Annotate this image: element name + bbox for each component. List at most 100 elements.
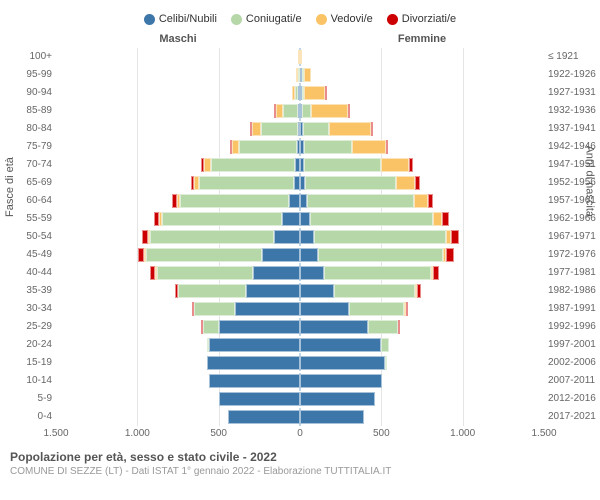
bar-male: [56, 212, 300, 226]
bar-male: [56, 392, 300, 406]
bar-female: [300, 212, 544, 226]
y-axis-right: ≤ 19211922-19261927-19311932-19361937-19…: [544, 48, 590, 426]
bar-segment: [262, 248, 300, 262]
x-tick: 500: [210, 428, 227, 439]
bar-segment: [300, 248, 318, 262]
bar-female: [300, 266, 544, 280]
bar-female: [300, 176, 544, 190]
y-tick-age: 35-39: [10, 282, 52, 300]
bar-segment: [311, 104, 348, 118]
bar-segment: [157, 266, 253, 280]
bar-segment: [228, 410, 300, 424]
bar-segment: [300, 338, 381, 352]
bar-male: [56, 194, 300, 208]
y-tick-birth: 1967-1971: [548, 228, 590, 246]
bar-segment: [433, 266, 439, 280]
bar-segment: [304, 68, 311, 82]
y-tick-birth: 1927-1931: [548, 84, 590, 102]
bar-segment: [307, 194, 414, 208]
x-tick: 1.500: [43, 428, 68, 439]
legend-label: Vedovi/e: [331, 13, 373, 25]
y-tick-age: 0-4: [10, 408, 52, 426]
y-tick-age: 70-74: [10, 156, 52, 174]
bar-segment: [352, 140, 385, 154]
y-tick-age: 85-89: [10, 102, 52, 120]
pyramid-row: [56, 408, 544, 426]
y-tick-age: 40-44: [10, 264, 52, 282]
bar-segment: [300, 320, 368, 334]
legend-swatch: [387, 14, 398, 25]
y-tick-birth: ≤ 1921: [548, 48, 590, 66]
y-tick-birth: 1977-1981: [548, 264, 590, 282]
y-tick-age: 15-19: [10, 354, 52, 372]
y-tick-birth: 2007-2011: [548, 372, 590, 390]
bar-male: [56, 122, 300, 136]
bar-segment: [194, 302, 235, 316]
bar-segment: [334, 284, 415, 298]
bar-segment: [219, 320, 300, 334]
bar-male: [56, 284, 300, 298]
y-tick-birth: 1987-1991: [548, 300, 590, 318]
bar-segment: [252, 122, 260, 136]
legend-swatch: [316, 14, 327, 25]
bar-female: [300, 122, 544, 136]
legend-item: Coniugati/e: [231, 13, 302, 25]
bar-female: [300, 284, 544, 298]
legend-label: Celibi/Nubili: [159, 13, 217, 25]
bar-segment: [304, 140, 353, 154]
bar-female: [300, 320, 544, 334]
x-tick: 1.000: [450, 428, 475, 439]
bar-segment: [324, 266, 431, 280]
bar-segment: [318, 248, 443, 262]
bar-male: [56, 410, 300, 424]
bar-male: [56, 338, 300, 352]
y-tick-birth: 1997-2001: [548, 336, 590, 354]
x-tick: 1.000: [125, 428, 150, 439]
bar-segment: [209, 374, 300, 388]
bar-segment: [368, 320, 397, 334]
bar-male: [56, 356, 300, 370]
y-tick-birth: 1982-1986: [548, 282, 590, 300]
legend: Celibi/NubiliConiugati/eVedovi/eDivorzia…: [10, 8, 590, 30]
bar-segment: [428, 194, 433, 208]
bar-male: [56, 266, 300, 280]
bar-segment: [282, 212, 300, 226]
y-tick-birth: 1972-1976: [548, 246, 590, 264]
bar-male: [56, 140, 300, 154]
bar-female: [300, 356, 544, 370]
bar-segment: [348, 104, 350, 118]
pyramid-row: [56, 228, 544, 246]
pyramid-row: [56, 300, 544, 318]
bar-segment: [219, 392, 300, 406]
y-tick-age: 55-59: [10, 210, 52, 228]
y-axis-left: 100+95-9990-9485-8980-8475-7970-7465-696…: [10, 48, 56, 426]
legend-item: Vedovi/e: [316, 13, 373, 25]
bar-segment: [302, 104, 311, 118]
pyramid-row: [56, 156, 544, 174]
pyramid-row: [56, 48, 544, 66]
bar-segment: [300, 356, 385, 370]
pyramid-row: [56, 174, 544, 192]
bar-male: [56, 86, 300, 100]
bar-segment: [451, 230, 459, 244]
y-tick-age: 25-29: [10, 318, 52, 336]
bar-segment: [325, 86, 327, 100]
legend-swatch: [144, 14, 155, 25]
bar-female: [300, 68, 544, 82]
bar-segment: [385, 356, 387, 370]
bar-segment: [303, 122, 329, 136]
bar-segment: [239, 140, 298, 154]
bar-segment: [199, 176, 293, 190]
header-female: Femmine: [300, 33, 544, 45]
x-tick: 0: [297, 428, 303, 439]
chart-footer: Popolazione per età, sesso e stato civil…: [10, 444, 590, 477]
bar-male: [56, 302, 300, 316]
y-axis-right-title: Anni di nascita: [584, 145, 596, 217]
bar-segment: [300, 50, 302, 64]
legend-swatch: [231, 14, 242, 25]
pyramid-row: [56, 210, 544, 228]
y-tick-birth: 2017-2021: [548, 408, 590, 426]
pyramid-row: [56, 66, 544, 84]
bar-female: [300, 302, 544, 316]
y-tick-age: 10-14: [10, 372, 52, 390]
